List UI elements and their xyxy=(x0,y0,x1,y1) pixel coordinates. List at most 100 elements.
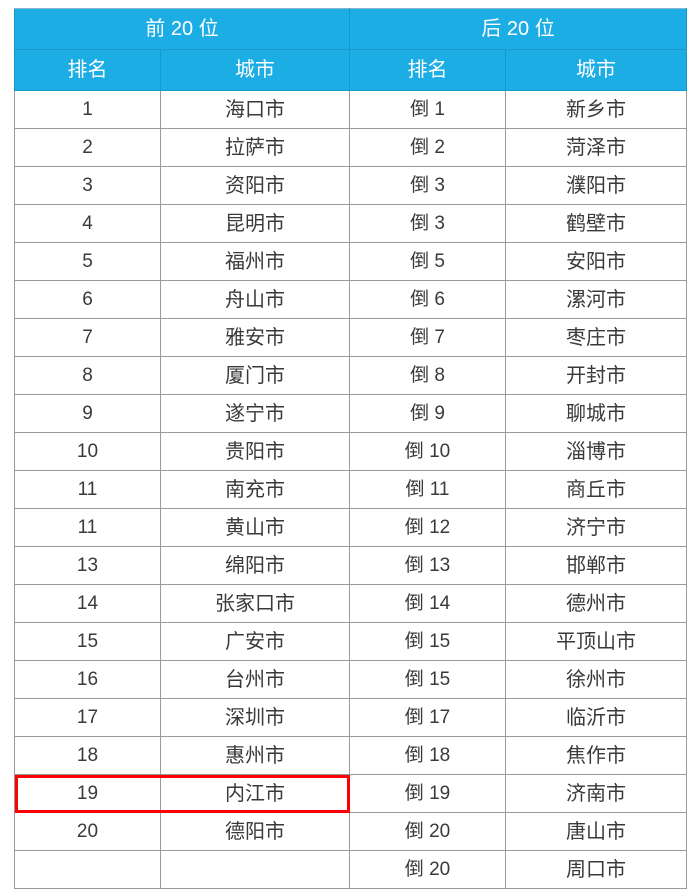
table-row: 19 内江市倒 19 济南市 xyxy=(14,774,688,813)
cell-city-right: 漯河市 xyxy=(505,280,688,319)
cell-city-left: 深圳市 xyxy=(159,698,351,737)
cell-rank-left: 17 xyxy=(14,698,161,737)
cell-rank-left: 15 xyxy=(14,622,161,661)
cell-city-left: 绵阳市 xyxy=(159,546,351,585)
cell-city-left: 台州市 xyxy=(159,660,351,699)
table-row: 倒 20 周口市 xyxy=(14,850,688,889)
cell-city-right: 枣庄市 xyxy=(505,318,688,357)
group-header-row: 前 20 位 后 20 位 xyxy=(13,8,688,50)
cell-rank-left: 1 xyxy=(14,90,161,129)
cell-rank-right: 倒 12 xyxy=(349,508,507,547)
cell-rank-left: 4 xyxy=(14,204,161,243)
table-head: 前 20 位 后 20 位 排名 城市 排名 城市 xyxy=(13,8,688,91)
column-header-row: 排名 城市 排名 城市 xyxy=(14,49,688,91)
cell-rank-left: 7 xyxy=(14,318,161,357)
cell-city-left: 资阳市 xyxy=(159,166,351,205)
cell-rank-left: 5 xyxy=(14,242,161,281)
cell-city-right: 菏泽市 xyxy=(505,128,688,167)
cell-rank-left: 18 xyxy=(14,736,161,775)
cell-rank-left: 14 xyxy=(14,584,161,623)
cell-rank-right: 倒 8 xyxy=(349,356,507,395)
cell-city-left: 雅安市 xyxy=(159,318,351,357)
cell-city-right: 济南市 xyxy=(505,774,688,813)
column-header-city-left: 城市 xyxy=(159,49,351,91)
table-row: 8 厦门市倒 8 开封市 xyxy=(14,356,688,395)
cell-city-right: 淄博市 xyxy=(505,432,688,471)
cell-city-right: 焦作市 xyxy=(505,736,688,775)
cell-rank-left: 2 xyxy=(14,128,161,167)
cell-rank-right: 倒 6 xyxy=(349,280,507,319)
table-row: 5 福州市倒 5 安阳市 xyxy=(14,242,688,281)
cell-rank-right: 倒 15 xyxy=(349,622,507,661)
cell-city-right: 徐州市 xyxy=(505,660,688,699)
cell-rank-left: 11 xyxy=(14,470,161,509)
cell-city-right: 新乡市 xyxy=(505,90,688,129)
cell-rank-right: 倒 10 xyxy=(349,432,507,471)
cell-city-left: 遂宁市 xyxy=(159,394,351,433)
table-row: 11 黄山市倒 12 济宁市 xyxy=(14,508,688,547)
city-ranking-table: 前 20 位 后 20 位 排名 城市 排名 城市 1 海口市倒 1 新乡市 2 拉萨市… xyxy=(13,8,688,889)
cell-rank-right: 倒 15 xyxy=(349,660,507,699)
column-header-city-right: 城市 xyxy=(505,49,688,91)
cell-city-right: 邯郸市 xyxy=(505,546,688,585)
cell-rank-right: 倒 14 xyxy=(349,584,507,623)
cell-city-left: 黄山市 xyxy=(159,508,351,547)
table-row: 20 德阳市倒 20 唐山市 xyxy=(14,812,688,851)
cell-rank-left: 9 xyxy=(14,394,161,433)
table-row: 9 遂宁市倒 9 聊城市 xyxy=(14,394,688,433)
table-row: 10 贵阳市倒 10 淄博市 xyxy=(14,432,688,471)
cell-rank-left: 20 xyxy=(14,812,161,851)
cell-city-left: 南充市 xyxy=(159,470,351,509)
cell-rank-right: 倒 20 xyxy=(349,812,507,851)
table-row: 3 资阳市倒 3 濮阳市 xyxy=(14,166,688,205)
cell-city-left: 内江市 xyxy=(159,774,351,813)
table-row: 14 张家口市倒 14 德州市 xyxy=(14,584,688,623)
cell-city-right: 安阳市 xyxy=(505,242,688,281)
cell-city-right: 聊城市 xyxy=(505,394,688,433)
cell-city-left: 拉萨市 xyxy=(159,128,351,167)
cell-city-right: 临沂市 xyxy=(505,698,688,737)
group-header-top20: 前 20 位 xyxy=(13,8,351,50)
cell-rank-right: 倒 18 xyxy=(349,736,507,775)
cell-city-left: 舟山市 xyxy=(159,280,351,319)
cell-city-right: 唐山市 xyxy=(505,812,688,851)
cell-city-left: 海口市 xyxy=(159,90,351,129)
cell-city-right: 鹤壁市 xyxy=(505,204,688,243)
cell-rank-left: 19 xyxy=(14,774,161,813)
cell-city-right: 济宁市 xyxy=(505,508,688,547)
cell-city-left: 福州市 xyxy=(159,242,351,281)
cell-city-left: 惠州市 xyxy=(159,736,351,775)
table-row: 11 南充市倒 11 商丘市 xyxy=(14,470,688,509)
table-row: 15 广安市倒 15 平顶山市 xyxy=(14,622,688,661)
cell-rank-right: 倒 11 xyxy=(349,470,507,509)
cell-rank-left xyxy=(14,850,161,889)
cell-city-left xyxy=(159,850,351,889)
cell-rank-right: 倒 1 xyxy=(349,90,507,129)
table-body: 1 海口市倒 1 新乡市 2 拉萨市倒 2 菏泽市 3 资阳市倒 3 濮阳市 4 昆明市倒 3 鹤壁市… xyxy=(14,90,688,889)
cell-rank-left: 13 xyxy=(14,546,161,585)
cell-city-right: 德州市 xyxy=(505,584,688,623)
cell-rank-left: 10 xyxy=(14,432,161,471)
table-row: 7 雅安市倒 7 枣庄市 xyxy=(14,318,688,357)
cell-rank-right: 倒 19 xyxy=(349,774,507,813)
group-header-bottom20: 后 20 位 xyxy=(349,8,688,50)
cell-city-right: 商丘市 xyxy=(505,470,688,509)
table-row: 6 舟山市倒 6 漯河市 xyxy=(14,280,688,319)
cell-rank-right: 倒 3 xyxy=(349,204,507,243)
cell-city-right: 平顶山市 xyxy=(505,622,688,661)
table-row: 1 海口市倒 1 新乡市 xyxy=(14,90,688,129)
table-row: 4 昆明市倒 3 鹤壁市 xyxy=(14,204,688,243)
cell-city-left: 广安市 xyxy=(159,622,351,661)
cell-city-left: 德阳市 xyxy=(159,812,351,851)
table-row: 2 拉萨市倒 2 菏泽市 xyxy=(14,128,688,167)
cell-rank-right: 倒 3 xyxy=(349,166,507,205)
cell-rank-right: 倒 20 xyxy=(349,850,507,889)
cell-rank-right: 倒 2 xyxy=(349,128,507,167)
cell-city-left: 昆明市 xyxy=(159,204,351,243)
cell-city-left: 厦门市 xyxy=(159,356,351,395)
cell-city-left: 张家口市 xyxy=(159,584,351,623)
cell-rank-left: 3 xyxy=(14,166,161,205)
cell-city-right: 濮阳市 xyxy=(505,166,688,205)
cell-city-right: 周口市 xyxy=(505,850,688,889)
